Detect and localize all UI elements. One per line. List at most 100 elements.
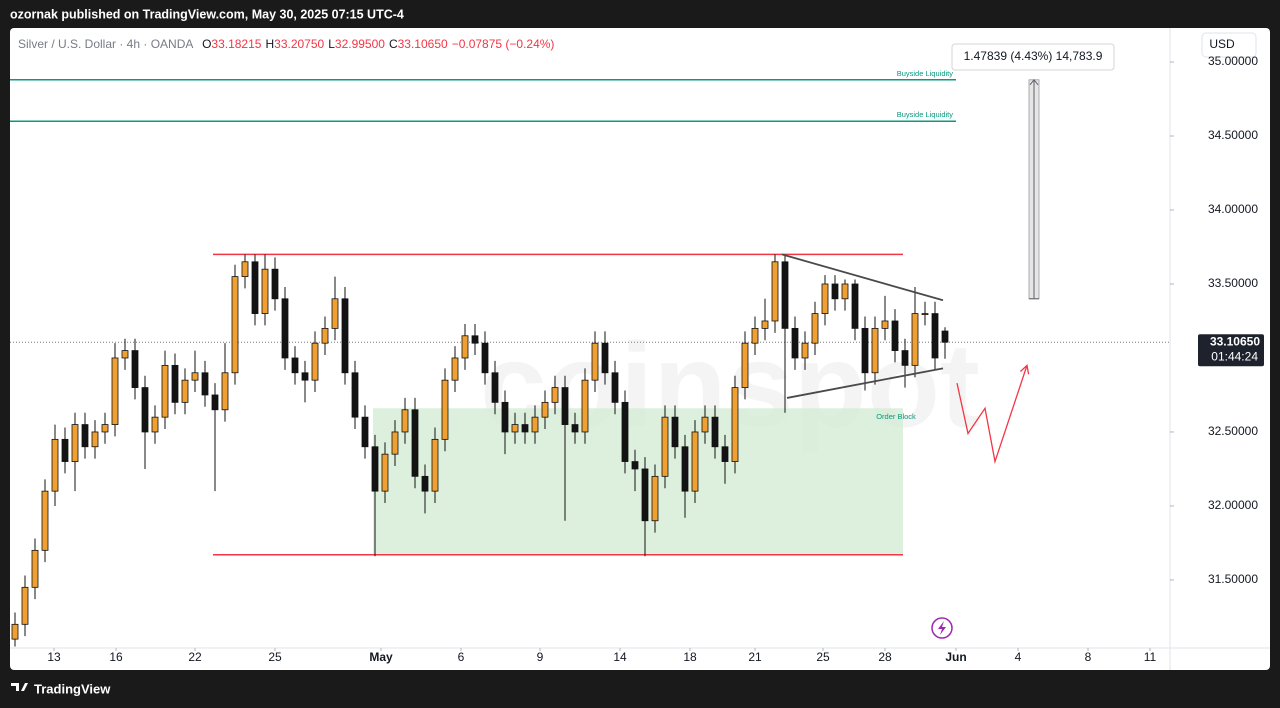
candle-body [431,438,439,492]
candle-body [131,350,139,388]
candle-body [861,327,869,374]
candle-body [211,394,219,411]
ohlc-label: C [389,37,398,51]
candle-body [521,424,529,433]
x-tick-label: 18 [683,650,697,664]
y-tick-label: 35.00000 [1208,54,1258,68]
lightning-glyph [938,621,946,635]
candle-body [561,387,569,425]
candle-body [801,342,809,359]
candle-body [761,320,769,329]
candle-body [101,424,109,433]
candle-body [201,372,209,396]
candle-body [921,313,929,315]
trendline [781,253,944,302]
candle-body [481,342,489,374]
candle-body [21,586,29,625]
candle-body [391,431,399,455]
candle-body [41,490,49,551]
candle-body [351,372,359,418]
candle-body [281,298,289,359]
x-tick-label: 28 [878,650,892,664]
candle-body [701,416,709,433]
candle-body [301,372,309,381]
order-block-zone [373,408,903,555]
y-tick-label: 34.50000 [1208,128,1258,142]
level-label: Buyside Liquidity [897,110,954,119]
candle-body [61,438,69,462]
y-tick-label: 32.50000 [1208,424,1258,438]
candle-body [551,387,559,403]
candle-body [291,357,299,374]
candle-body [411,409,419,477]
lightning-icon[interactable] [931,617,953,639]
x-tick-label: 11 [1144,650,1157,664]
change: −0.07875 (−0.24%) [452,37,555,51]
x-tick-label: 9 [537,650,544,664]
measure-arrow [1029,78,1039,86]
candle-body [171,364,179,403]
order-block-label: Order Block [876,412,916,421]
x-tick-label: 13 [47,650,61,664]
candle-body [451,357,459,381]
candle-body [461,335,469,359]
y-tick-label: 32.00000 [1208,498,1258,512]
candle-body [661,416,669,477]
candle-body [241,261,249,277]
candle-body [821,283,829,314]
trendline [786,367,944,399]
candle-body [811,313,819,344]
candle-body [161,364,169,418]
candle-body [121,350,129,359]
candle-body [571,424,579,433]
ohlc-value: 32.99500 [335,37,385,51]
currency-button[interactable] [1201,32,1257,58]
candle-body [181,379,189,403]
candle-body [111,357,119,425]
candle-body [311,342,319,381]
currency-label[interactable]: USD [1209,37,1235,51]
candle-body [871,327,879,374]
candle-body [231,276,239,374]
candle-body [621,401,629,462]
candle-body [341,298,349,374]
candle-body [651,475,659,522]
x-tick-label: 25 [816,650,830,664]
candle-body [711,416,719,448]
last-price-box [1198,334,1264,367]
x-tick-label: 8 [1085,650,1092,664]
ohlc-value: 33.18215 [211,37,261,51]
candle-body [931,313,939,359]
candle-body [901,350,909,366]
candle-body [491,372,499,403]
candle-body [511,424,519,433]
candle-body [611,372,619,403]
level-label: Buyside Liquidity [897,69,954,78]
candle-body [331,298,339,329]
candle-body [361,416,369,448]
ohlc-legend: Silver / U.S. Dollar · 4h · OANDA O33.18… [18,37,554,51]
candle-body [271,268,279,300]
publish-header: ozornak published on TradingView.com, Ma… [10,7,404,21]
candle-body [721,446,729,462]
candle-body [421,475,429,492]
candle-body [221,372,229,411]
candle-body [401,409,409,433]
x-tick-label: 14 [613,650,627,664]
x-tick-label: 21 [748,650,762,664]
candle-body [11,623,19,640]
candle-body [731,387,739,462]
footer-logo [11,683,28,691]
x-tick-label: Jun [945,650,966,664]
chart-panel [10,28,1270,670]
candle-body [771,261,779,322]
y-tick-label: 31.50000 [1208,572,1258,586]
candle-body [891,320,899,351]
candle-body [851,283,859,329]
candle-body [321,327,329,344]
candle-body [831,283,839,300]
candle-body [51,438,59,492]
candle-body [501,401,509,433]
candle-body [581,379,589,433]
candle-body [151,416,159,433]
